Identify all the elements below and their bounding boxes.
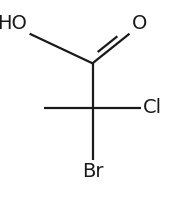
Text: Br: Br: [82, 162, 103, 181]
Text: Cl: Cl: [143, 98, 162, 117]
Text: HO: HO: [0, 14, 27, 33]
Text: O: O: [132, 14, 148, 33]
